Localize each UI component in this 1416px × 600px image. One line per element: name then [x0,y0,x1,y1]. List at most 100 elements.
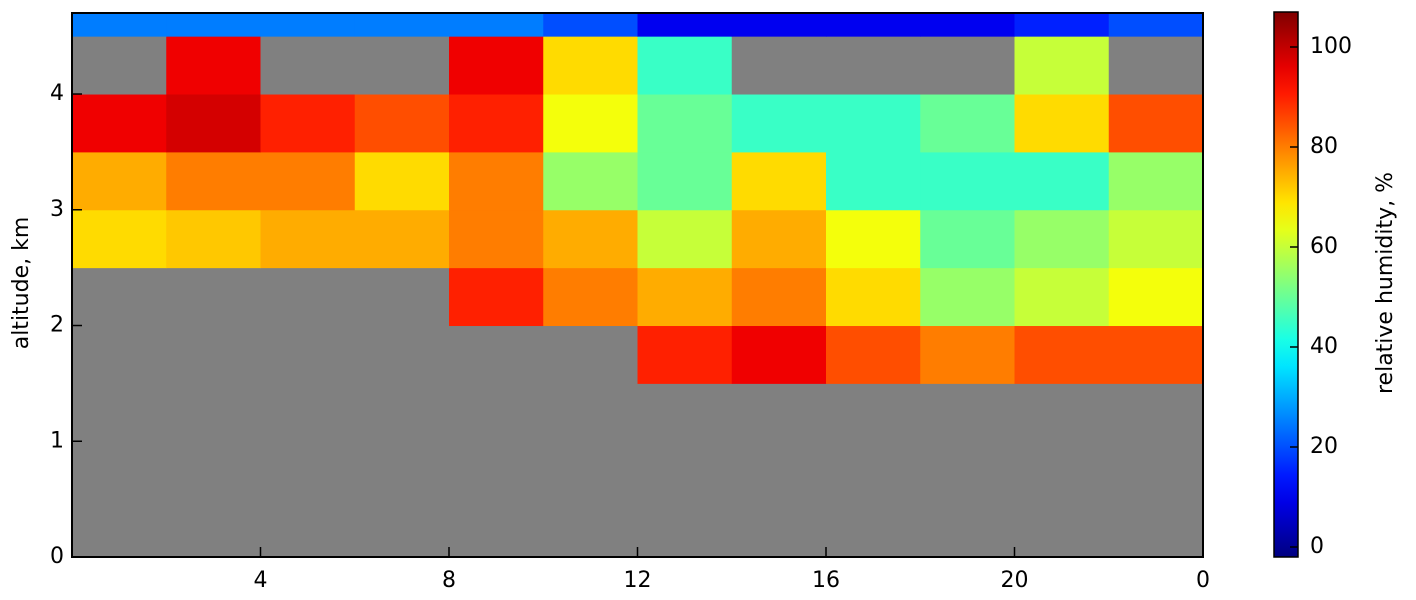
heatmap-cell [449,383,544,442]
colorbar-tick-label: 0 [1310,534,1324,559]
heatmap-cell [354,209,450,269]
heatmap-cell [166,383,261,442]
heatmap-cell [637,151,733,211]
heatmap-cell [260,499,356,558]
heatmap-cell [637,13,733,37]
heatmap-cell [166,94,261,153]
heatmap-cell [543,209,638,269]
heatmap-cell [1108,151,1204,211]
heatmap-cell [920,36,1015,95]
heatmap-cell [260,13,356,37]
heatmap-cell [354,499,450,558]
y-tick-label: 3 [50,197,64,222]
heatmap-cell [166,441,261,500]
heatmap-cell [354,267,450,327]
heatmap-cell [637,383,733,442]
heatmap-cell [449,325,544,384]
heatmap-cell [920,383,1015,442]
heatmap-cell [920,441,1015,500]
heatmap-cell [72,383,167,442]
heatmap-cell [543,383,638,442]
x-tick-label: 8 [442,568,456,593]
heatmap-cell [354,94,450,153]
heatmap-cell [449,209,544,269]
heatmap-cell [449,499,544,558]
heatmap-cell [1108,94,1204,153]
heatmap-cell [826,94,921,153]
heatmap-cell [449,36,544,95]
heatmap-cell [731,94,827,153]
heatmap-cell [72,36,167,95]
heatmap-cell [731,151,827,211]
heatmap-cell [354,36,450,95]
heatmap-cell [260,209,356,269]
heatmap-cell [826,209,921,269]
heatmap-cell [920,209,1015,269]
heatmap-cell [637,441,733,500]
x-tick-label: 4 [254,568,268,593]
heatmap-cell [260,325,356,384]
heatmap-cell [166,36,261,95]
colorbar-label: relative humidity, % [1373,172,1398,394]
heatmap-cell [543,499,638,558]
x-tick-label: 20 [1001,568,1029,593]
heatmap-cell [72,499,167,558]
heatmap-cell [72,94,167,153]
colorbar-tick-label: 20 [1310,434,1338,459]
heatmap-cell [731,267,827,327]
heatmap-cell [543,36,638,95]
heatmap-cell [731,13,827,37]
x-tick-label: 0 [1196,568,1210,593]
heatmap-cell [1014,151,1110,211]
heatmap-cell [826,325,921,384]
heatmap-cell [826,13,921,37]
heatmap-cell [449,94,544,153]
heatmap-cell [1014,36,1110,95]
heatmap-cell [260,36,356,95]
heatmap-cell [826,36,921,95]
heatmap-cell [449,13,544,37]
heatmap-cell [1014,13,1110,37]
heatmap-cell [637,94,733,153]
heatmap-cell [920,325,1015,384]
heatmap-cell [1014,94,1110,153]
heatmap [72,13,1204,558]
heatmap-cell [637,499,733,558]
heatmap-cell [354,383,450,442]
y-tick-label: 2 [50,313,64,338]
y-tick-label: 4 [50,81,64,106]
colorbar-tick-label: 40 [1310,334,1338,359]
heatmap-cell [354,441,450,500]
heatmap-cell [920,499,1015,558]
heatmap-cell [166,325,261,384]
heatmap-cell [166,209,261,269]
y-axis-label: altitude, km [9,217,34,350]
heatmap-cell [1108,209,1204,269]
heatmap-cell [1014,441,1110,500]
heatmap-cell [166,13,261,37]
heatmap-cell [920,13,1015,37]
heatmap-cell [1108,267,1204,327]
heatmap-cell [354,151,450,211]
heatmap-cell [920,151,1015,211]
heatmap-cell [826,151,921,211]
heatmap-cell [1108,36,1204,95]
x-tick-label: 12 [624,568,652,593]
heatmap-cell [920,267,1015,327]
heatmap-cell [166,267,261,327]
heatmap-cell [543,267,638,327]
heatmap-cell [449,267,544,327]
heatmap-cell [637,36,733,95]
heatmap-cell [1108,441,1204,500]
heatmap-cell [260,441,356,500]
heatmap-cell [637,209,733,269]
heatmap-cell [731,209,827,269]
heatmap-cell [72,13,167,37]
colorbar-tick-label: 80 [1310,134,1338,159]
heatmap-cell [543,325,638,384]
y-tick-label: 0 [50,544,64,569]
heatmap-cell [354,13,450,37]
y-tick-label: 1 [50,428,64,453]
heatmap-cell [731,383,827,442]
heatmap-cell [826,441,921,500]
